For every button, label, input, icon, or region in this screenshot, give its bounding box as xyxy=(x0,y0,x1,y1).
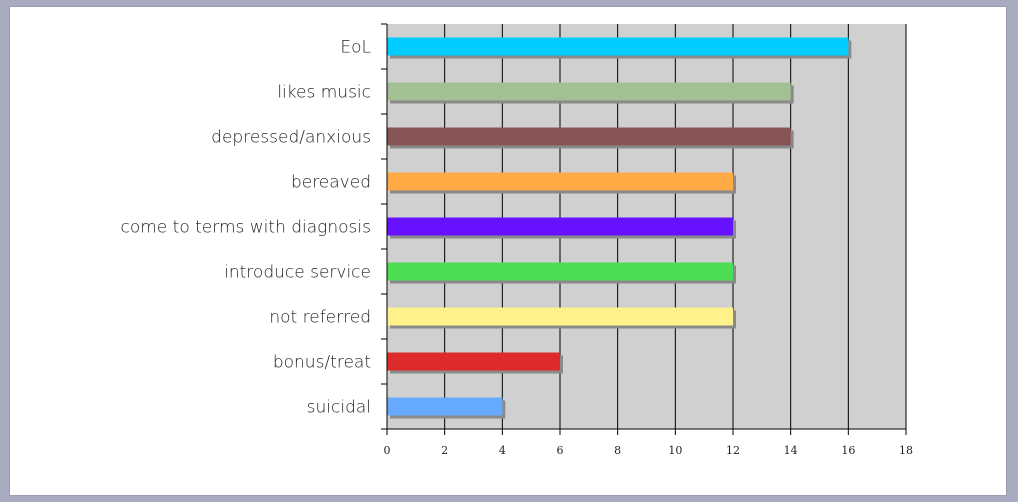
x-tick-label: 10 xyxy=(668,444,682,457)
category-label: bonus/treat xyxy=(273,353,371,373)
bar xyxy=(387,352,560,371)
x-tick-label: 18 xyxy=(899,444,913,457)
category-label: bereaved xyxy=(291,173,371,193)
category-label: introduce service xyxy=(224,263,371,283)
bar xyxy=(387,127,791,146)
bar xyxy=(387,262,733,281)
x-tick-label: 2 xyxy=(441,444,448,457)
x-tick-label: 8 xyxy=(614,444,621,457)
x-tick-label: 6 xyxy=(557,444,564,457)
bars xyxy=(387,37,852,419)
category-label: EoL xyxy=(340,38,371,58)
bar xyxy=(387,307,733,326)
axes xyxy=(381,23,907,435)
bar xyxy=(387,37,849,56)
category-label: suicidal xyxy=(307,398,371,418)
category-label: not referred xyxy=(269,308,371,328)
bar xyxy=(387,172,733,191)
x-tick-label: 14 xyxy=(784,444,798,457)
x-tick-label: 16 xyxy=(841,444,855,457)
x-tick-labels: 0 2 4 6 8 10 12 14 16 18 xyxy=(384,444,914,457)
category-label: come to terms with diagnosis xyxy=(121,218,372,238)
bar xyxy=(387,217,733,236)
bar xyxy=(387,397,503,416)
x-tick-label: 12 xyxy=(726,444,740,457)
category-label: depressed/anxious xyxy=(211,128,371,148)
bar xyxy=(387,82,791,101)
x-tick-label: 0 xyxy=(384,444,391,457)
x-tick-label: 4 xyxy=(499,444,506,457)
category-labels: EoL likes music depressed/anxious bereaved c… xyxy=(121,38,372,418)
category-label: likes music xyxy=(277,83,371,103)
